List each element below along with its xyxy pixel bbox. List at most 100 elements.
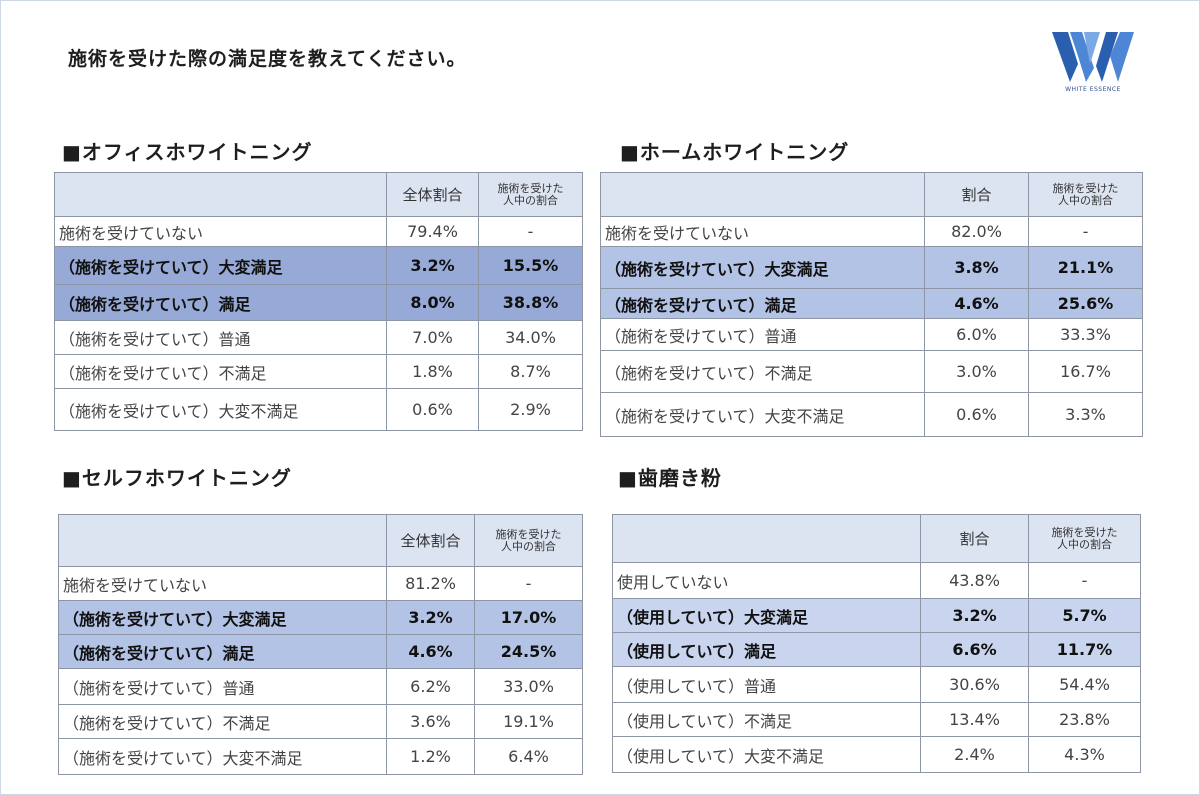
header-col2: 施術を受けた 人中の割合 (478, 172, 583, 217)
header-col2: 施術を受けた 人中の割合 (1028, 514, 1141, 563)
row-value-1: 30.6% (920, 666, 1029, 703)
row-value-1: 7.0% (386, 320, 479, 355)
table-row: （施術を受けていて）不満足 3.0% 16.7% (600, 350, 1143, 393)
header-blank-cell (58, 514, 387, 567)
header-blank-cell (54, 172, 387, 217)
header-col2-line1: 施術を受けた (497, 181, 564, 195)
row-value-2: - (474, 566, 583, 601)
row-value-2: 33.0% (474, 668, 583, 705)
row-label: （施術を受けていて）不満足 (58, 704, 387, 739)
row-label: （施術を受けていて）大変不満足 (600, 392, 925, 437)
row-label: 使用していない (612, 562, 921, 599)
table-self-whitening: 全体割合 施術を受けた 人中の割合 施術を受けていない 81.2% - （施術を受… (58, 514, 583, 775)
section-title-toothpaste: ■歯磨き粉 (618, 466, 722, 490)
table-row: （施術を受けていて）大変満足 3.2% 15.5% (54, 246, 583, 285)
header-col2: 施術を受けた 人中の割合 (474, 514, 583, 567)
table-row: 施術を受けていない 81.2% - (58, 566, 583, 601)
row-value-1: 4.6% (924, 288, 1029, 319)
row-value-2: 24.5% (474, 634, 583, 669)
row-label: （使用していて）普通 (612, 666, 921, 703)
row-label: 施術を受けていない (58, 566, 387, 601)
header-blank-cell (612, 514, 921, 563)
table-row: （施術を受けていて）大変不満足 0.6% 2.9% (54, 388, 583, 431)
row-value-1: 3.2% (386, 246, 479, 285)
row-label: （施術を受けていて）大変満足 (54, 246, 387, 285)
row-value-2: 54.4% (1028, 666, 1141, 703)
row-value-1: 8.0% (386, 284, 479, 321)
section-title-home: ■ホームホワイトニング (620, 140, 850, 164)
row-value-1: 79.4% (386, 216, 479, 247)
table-row: （使用していて）普通 30.6% 54.4% (612, 666, 1141, 703)
header-blank-cell (600, 172, 925, 217)
table-row: （施術を受けていて）不満足 1.8% 8.7% (54, 354, 583, 389)
table-row: （施術を受けていて）満足 4.6% 25.6% (600, 288, 1143, 319)
row-label: （施術を受けていて）満足 (54, 284, 387, 321)
row-value-2: 15.5% (478, 246, 583, 285)
table-header-row: 全体割合 施術を受けた 人中の割合 (58, 514, 583, 567)
table-row: 施術を受けていない 82.0% - (600, 216, 1143, 247)
row-value-1: 6.6% (920, 632, 1029, 667)
row-label: （施術を受けていて）大変満足 (600, 246, 925, 289)
row-value-2: 6.4% (474, 738, 583, 775)
logo-text: WHITE ESSENCE (1065, 86, 1121, 93)
header-col1: 全体割合 (386, 172, 479, 217)
row-value-1: 3.2% (386, 600, 475, 635)
row-value-1: 6.0% (924, 318, 1029, 351)
row-value-1: 3.8% (924, 246, 1029, 289)
table-row: （施術を受けていて）満足 8.0% 38.8% (54, 284, 583, 321)
row-value-2: 11.7% (1028, 632, 1141, 667)
row-value-2: 5.7% (1028, 598, 1141, 633)
table-row: （施術を受けていて）満足 4.6% 24.5% (58, 634, 583, 669)
row-label: （施術を受けていて）普通 (54, 320, 387, 355)
row-value-2: 34.0% (478, 320, 583, 355)
row-value-2: - (1028, 216, 1143, 247)
header-col2-line2: 人中の割合 (1057, 537, 1112, 551)
table-row: （施術を受けていて）大変満足 3.2% 17.0% (58, 600, 583, 635)
row-value-2: 17.0% (474, 600, 583, 635)
row-value-2: 3.3% (1028, 392, 1143, 437)
row-value-1: 4.6% (386, 634, 475, 669)
row-label: （施術を受けていて）不満足 (600, 350, 925, 393)
row-value-2: 25.6% (1028, 288, 1143, 319)
row-value-2: 19.1% (474, 704, 583, 739)
table-row: （施術を受けていて）普通 6.2% 33.0% (58, 668, 583, 705)
table-toothpaste: 割合 施術を受けた 人中の割合 使用していない 43.8% - （使用していて）大… (612, 514, 1141, 773)
row-label: 施術を受けていない (600, 216, 925, 247)
row-value-1: 82.0% (924, 216, 1029, 247)
row-value-1: 13.4% (920, 702, 1029, 737)
row-value-1: 3.0% (924, 350, 1029, 393)
table-row: （施術を受けていて）大変不満足 0.6% 3.3% (600, 392, 1143, 437)
row-label: （施術を受けていて）大変不満足 (58, 738, 387, 775)
row-label: （施術を受けていて）大変不満足 (54, 388, 387, 431)
row-label: （使用していて）不満足 (612, 702, 921, 737)
white-essence-logo-icon (1052, 32, 1134, 82)
row-label: （施術を受けていて）大変満足 (58, 600, 387, 635)
row-label: （使用していて）大変満足 (612, 598, 921, 633)
row-value-2: - (478, 216, 583, 247)
row-value-2: 8.7% (478, 354, 583, 389)
row-value-2: 2.9% (478, 388, 583, 431)
table-row: 使用していない 43.8% - (612, 562, 1141, 599)
row-value-1: 3.6% (386, 704, 475, 739)
table-row: （使用していて）満足 6.6% 11.7% (612, 632, 1141, 667)
header-col2-line1: 施術を受けた (1051, 525, 1118, 539)
table-home-whitening: 割合 施術を受けた 人中の割合 施術を受けていない 82.0% - （施術を受けて… (600, 172, 1143, 437)
row-value-2: 33.3% (1028, 318, 1143, 351)
table-header-row: 割合 施術を受けた 人中の割合 (612, 514, 1141, 563)
row-label: （施術を受けていて）普通 (600, 318, 925, 351)
header-col1: 全体割合 (386, 514, 475, 567)
header-col2-line2: 人中の割合 (503, 193, 558, 207)
header-col2-line1: 施術を受けた (495, 527, 562, 541)
row-label: （施術を受けていて）満足 (600, 288, 925, 319)
row-label: （使用していて）大変不満足 (612, 736, 921, 773)
table-row: （使用していて）不満足 13.4% 23.8% (612, 702, 1141, 737)
row-value-2: 38.8% (478, 284, 583, 321)
section-title-self: ■セルフホワイトニング (62, 466, 292, 490)
row-value-2: 16.7% (1028, 350, 1143, 393)
table-row: （施術を受けていて）普通 7.0% 34.0% (54, 320, 583, 355)
row-value-2: 23.8% (1028, 702, 1141, 737)
table-row: （施術を受けていて）大変満足 3.8% 21.1% (600, 246, 1143, 289)
table-office-whitening: 全体割合 施術を受けた 人中の割合 施術を受けていない 79.4% - （施術を受… (54, 172, 583, 431)
row-value-1: 6.2% (386, 668, 475, 705)
table-row: 施術を受けていない 79.4% - (54, 216, 583, 247)
